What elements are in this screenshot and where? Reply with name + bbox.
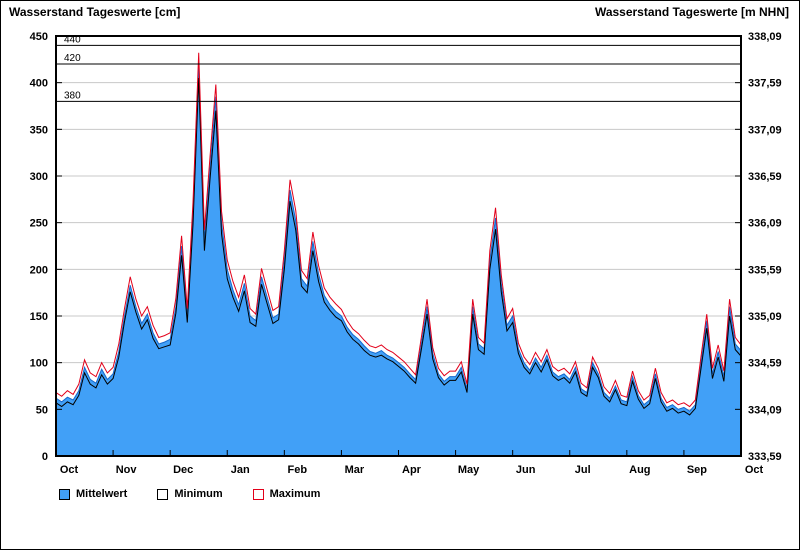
svg-text:450: 450	[30, 31, 48, 43]
svg-text:Jul: Jul	[575, 464, 591, 476]
legend: Mittelwert Minimum Maximum	[59, 488, 320, 500]
svg-text:200: 200	[30, 264, 48, 276]
svg-text:380: 380	[64, 90, 81, 101]
left-axis-title: Wasserstand Tageswerte [cm]	[9, 5, 181, 19]
svg-text:250: 250	[30, 218, 48, 230]
svg-text:300: 300	[30, 171, 48, 183]
svg-text:100: 100	[30, 358, 48, 370]
svg-text:334,09: 334,09	[748, 404, 782, 416]
svg-text:336,09: 336,09	[748, 218, 782, 230]
water-level-chart: 440 420 380 450 400 350 300 250 200 150 100 50 0 338,…	[30, 31, 782, 476]
svg-text:440: 440	[64, 34, 81, 45]
legend-label-mittelwert: Mittelwert	[76, 488, 128, 500]
legend-item-maximum: Maximum	[252, 488, 321, 500]
svg-text:334,59: 334,59	[748, 358, 782, 370]
svg-text:420: 420	[64, 53, 81, 64]
legend-label-minimum: Minimum	[174, 488, 223, 500]
svg-text:Aug: Aug	[629, 464, 650, 476]
svg-text:336,59: 336,59	[748, 171, 782, 183]
svg-text:337,09: 337,09	[748, 124, 782, 136]
svg-text:400: 400	[30, 78, 48, 90]
legend-label-maximum: Maximum	[269, 488, 321, 500]
svg-text:335,09: 335,09	[748, 311, 782, 323]
svg-text:Oct: Oct	[745, 464, 764, 476]
svg-text:Jun: Jun	[516, 464, 536, 476]
legend-swatch-mittelwert	[59, 488, 70, 500]
svg-text:Mar: Mar	[345, 464, 365, 476]
svg-text:May: May	[458, 464, 480, 476]
right-axis-title: Wasserstand Tageswerte [m NHN]	[594, 5, 789, 19]
svg-text:338,09: 338,09	[748, 31, 782, 43]
svg-text:333,59: 333,59	[748, 451, 782, 463]
svg-text:337,59: 337,59	[748, 78, 782, 90]
svg-text:Sep: Sep	[687, 464, 707, 476]
svg-text:Dec: Dec	[173, 464, 193, 476]
svg-text:Jan: Jan	[231, 464, 250, 476]
svg-text:350: 350	[30, 124, 48, 136]
svg-text:335,59: 335,59	[748, 264, 782, 276]
svg-text:50: 50	[36, 404, 48, 416]
legend-swatch-maximum	[252, 488, 264, 500]
svg-text:0: 0	[42, 451, 48, 463]
legend-item-minimum: Minimum	[157, 488, 223, 500]
svg-text:Apr: Apr	[402, 464, 422, 476]
legend-item-mittelwert: Mittelwert	[59, 488, 127, 500]
svg-text:Feb: Feb	[288, 464, 308, 476]
legend-swatch-minimum	[157, 488, 169, 500]
svg-text:150: 150	[30, 311, 48, 323]
svg-text:Oct: Oct	[60, 464, 79, 476]
svg-text:Nov: Nov	[116, 464, 138, 476]
